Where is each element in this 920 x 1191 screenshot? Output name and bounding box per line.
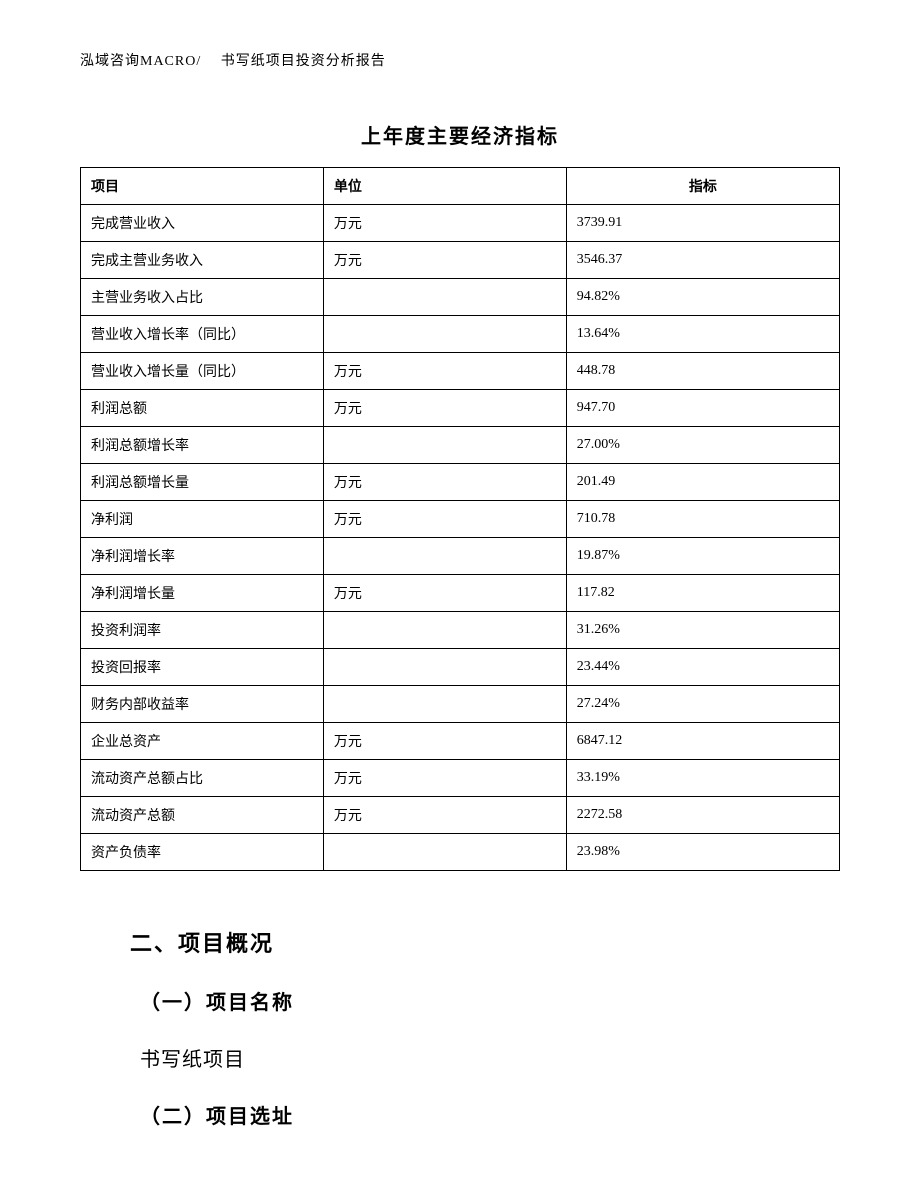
cell-name: 净利润 [81,501,324,538]
cell-name: 投资回报率 [81,649,324,686]
column-header-project: 项目 [81,168,324,205]
cell-name: 净利润增长率 [81,538,324,575]
cell-name: 资产负债率 [81,834,324,871]
table-row: 利润总额万元947.70 [81,390,840,427]
cell-value: 19.87% [566,538,839,575]
cell-name: 投资利润率 [81,612,324,649]
table-title: 上年度主要经济指标 [80,120,840,149]
cell-name: 利润总额增长量 [81,464,324,501]
cell-unit: 万元 [323,723,566,760]
cell-value: 13.64% [566,316,839,353]
cell-unit [323,612,566,649]
cell-unit [323,686,566,723]
cell-name: 完成营业收入 [81,205,324,242]
table-body: 完成营业收入万元3739.91 完成主营业务收入万元3546.37 主营业务收入… [81,205,840,871]
cell-unit: 万元 [323,797,566,834]
table-row: 利润总额增长量万元201.49 [81,464,840,501]
cell-value: 94.82% [566,279,839,316]
table-row: 财务内部收益率 27.24% [81,686,840,723]
table-row: 投资利润率 31.26% [81,612,840,649]
table-row: 投资回报率 23.44% [81,649,840,686]
cell-name: 营业收入增长率（同比） [81,316,324,353]
cell-value: 27.00% [566,427,839,464]
table-row: 流动资产总额万元2272.58 [81,797,840,834]
table-row: 完成营业收入万元3739.91 [81,205,840,242]
cell-unit: 万元 [323,464,566,501]
cell-name: 流动资产总额 [81,797,324,834]
cell-unit: 万元 [323,353,566,390]
sub-heading-project-name: （一）项目名称 [140,986,840,1015]
table-row: 利润总额增长率 27.00% [81,427,840,464]
cell-unit [323,834,566,871]
cell-value: 3739.91 [566,205,839,242]
table-row: 营业收入增长量（同比）万元448.78 [81,353,840,390]
cell-unit [323,649,566,686]
table-row: 完成主营业务收入万元3546.37 [81,242,840,279]
cell-name: 企业总资产 [81,723,324,760]
table-row: 主营业务收入占比 94.82% [81,279,840,316]
column-header-indicator: 指标 [566,168,839,205]
column-header-unit: 单位 [323,168,566,205]
cell-name: 主营业务收入占比 [81,279,324,316]
cell-value: 27.24% [566,686,839,723]
economic-indicators-table: 项目 单位 指标 完成营业收入万元3739.91 完成主营业务收入万元3546.… [80,167,840,871]
cell-value: 31.26% [566,612,839,649]
cell-name: 净利润增长量 [81,575,324,612]
cell-name: 完成主营业务收入 [81,242,324,279]
cell-value: 201.49 [566,464,839,501]
cell-unit: 万元 [323,760,566,797]
table-row: 净利润增长率 19.87% [81,538,840,575]
cell-unit: 万元 [323,390,566,427]
table-row: 营业收入增长率（同比） 13.64% [81,316,840,353]
sub-heading-project-location: （二）项目选址 [140,1100,840,1129]
cell-name: 利润总额 [81,390,324,427]
section-heading-overview: 二、项目概况 [130,926,840,958]
body-text-project-name: 书写纸项目 [140,1043,840,1072]
cell-value: 6847.12 [566,723,839,760]
cell-name: 利润总额增长率 [81,427,324,464]
cell-value: 117.82 [566,575,839,612]
cell-unit [323,427,566,464]
cell-value: 2272.58 [566,797,839,834]
cell-unit: 万元 [323,501,566,538]
table-row: 资产负债率 23.98% [81,834,840,871]
cell-name: 流动资产总额占比 [81,760,324,797]
table-row: 净利润增长量万元117.82 [81,575,840,612]
cell-unit [323,279,566,316]
cell-name: 财务内部收益率 [81,686,324,723]
cell-unit: 万元 [323,575,566,612]
cell-value: 3546.37 [566,242,839,279]
cell-unit [323,538,566,575]
table-row: 企业总资产万元6847.12 [81,723,840,760]
cell-value: 23.44% [566,649,839,686]
cell-name: 营业收入增长量（同比） [81,353,324,390]
cell-value: 23.98% [566,834,839,871]
cell-value: 947.70 [566,390,839,427]
cell-value: 448.78 [566,353,839,390]
cell-unit [323,316,566,353]
table-row: 净利润万元710.78 [81,501,840,538]
cell-unit: 万元 [323,242,566,279]
cell-unit: 万元 [323,205,566,242]
cell-value: 33.19% [566,760,839,797]
table-header-row: 项目 单位 指标 [81,168,840,205]
table-row: 流动资产总额占比万元33.19% [81,760,840,797]
cell-value: 710.78 [566,501,839,538]
document-header: 泓域咨询MACRO/ 书写纸项目投资分析报告 [80,50,840,70]
